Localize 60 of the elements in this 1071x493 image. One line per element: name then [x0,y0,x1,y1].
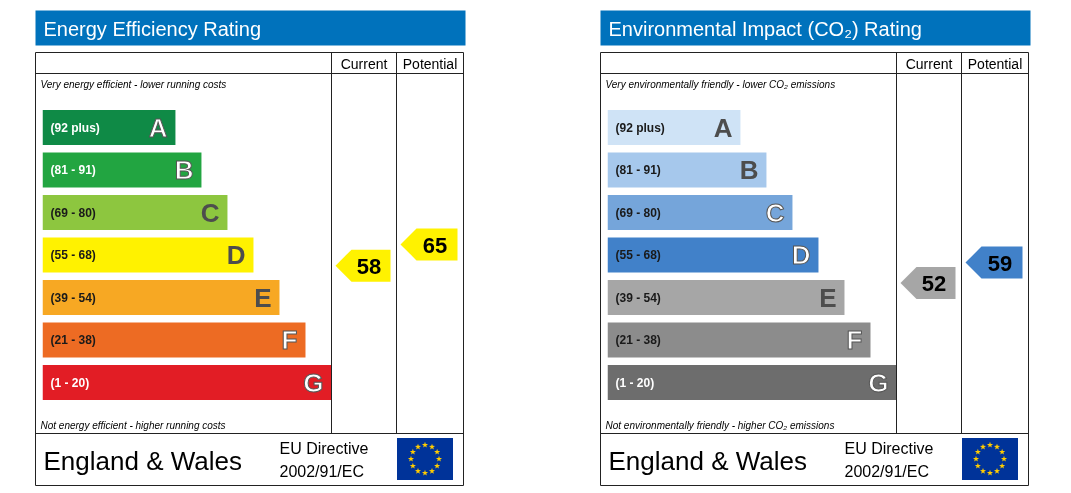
y-tick-label: (55 - 68) [615,248,661,262]
bar [42,237,254,273]
y-tick-label: (21 - 38) [615,333,661,347]
bar [607,195,793,230]
text: Current [340,55,388,72]
text: England & Wales [43,445,242,476]
annotation: A [713,112,733,143]
annotation: A [148,112,168,143]
bar [42,280,280,315]
text: 52 [921,271,947,297]
text: Current [905,55,953,72]
text: 65 [422,232,448,258]
text: 58 [356,254,382,280]
y-tick-label: (1 - 20) [50,375,90,390]
y-tick-label: (92 plus) [615,120,665,135]
text: 2002/91/EC [279,463,365,480]
text: Potential [402,55,458,72]
annotation: F [281,325,298,355]
bar [42,322,306,358]
annotation: G [303,367,324,398]
annotation: B [739,155,759,185]
text: Not energy efficient - higher running costs [40,420,226,431]
bar [42,195,228,230]
bar [607,365,897,400]
annotation: G [868,367,889,398]
y-tick-label: (92 plus) [50,120,100,135]
bar [607,237,819,273]
chart-title: Environmental Impact (CO₂) Rating [608,17,922,40]
y-tick-label: (39 - 54) [615,290,661,305]
y-tick-label: (81 - 91) [50,163,96,177]
bar [42,152,202,188]
chart-title: Energy Efficiency Rating [43,17,262,40]
y-tick-label: (69 - 80) [615,205,661,220]
bar [607,322,871,358]
y-tick-label: (1 - 20) [615,375,655,390]
annotation: F [846,325,863,355]
annotation: B [174,155,194,185]
bar [607,152,767,188]
annotation: D [226,240,246,270]
text: Potential [967,55,1023,72]
annotation: E [819,282,837,313]
text: EU Directive [844,440,934,457]
annotation: C [765,197,785,228]
y-tick-label: (39 - 54) [50,290,96,305]
text: England & Wales [608,445,807,476]
text: Very environmentally friendly - lower CO₂ emissions [605,79,836,90]
y-tick-label: (81 - 91) [615,163,661,177]
text: 2002/91/EC [844,463,930,480]
y-tick-label: (69 - 80) [50,205,96,220]
annotation: E [254,282,272,313]
annotation: C [200,197,220,228]
text: Not environmentally friendly - higher CO₂ emissions [605,420,835,431]
y-tick-label: (21 - 38) [50,333,96,347]
bar [42,365,332,400]
annotation: D [791,240,811,270]
text: Very energy efficient - lower running costs [40,79,227,90]
text: 59 [987,251,1013,277]
bar [607,280,845,315]
text: EU Directive [279,440,369,457]
y-tick-label: (55 - 68) [50,248,96,262]
